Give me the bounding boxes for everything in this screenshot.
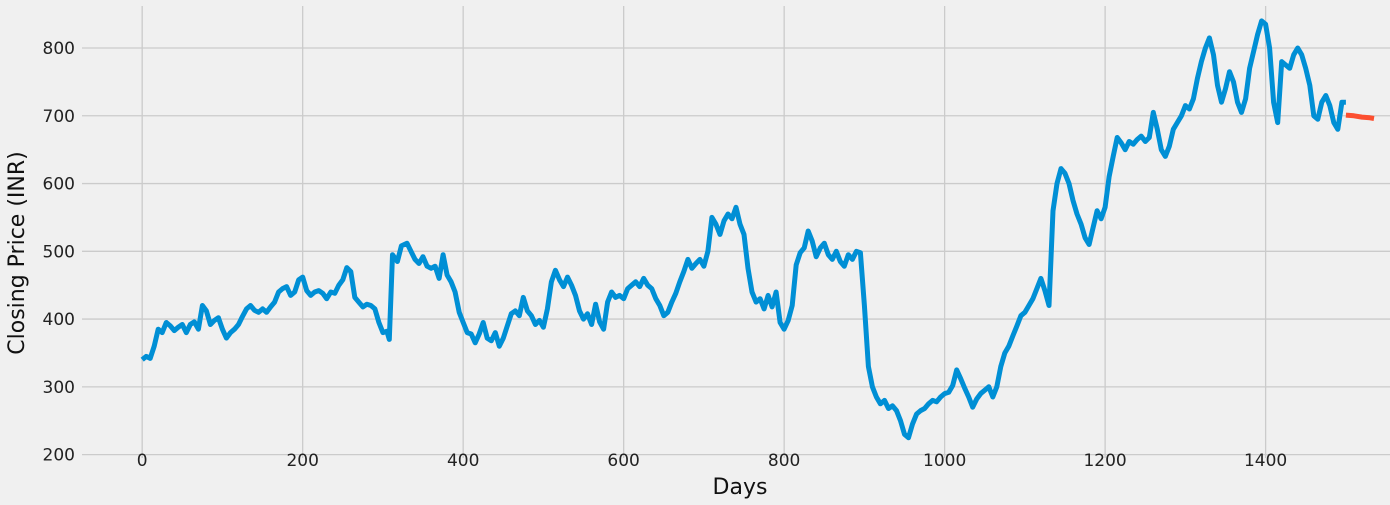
x-tick-label: 1000 bbox=[923, 451, 966, 471]
x-tick-label: 1200 bbox=[1083, 451, 1126, 471]
x-tick-labels: 0 200 400 600 800 1000 1200 1400 bbox=[137, 451, 1287, 471]
x-axis-title: Days bbox=[713, 475, 768, 500]
y-tick-label: 500 bbox=[43, 242, 75, 262]
x-tick-label: 200 bbox=[286, 451, 318, 471]
series-line-predicted bbox=[1345, 112, 1375, 121]
y-tick-label: 600 bbox=[43, 175, 75, 195]
grid-lines bbox=[82, 6, 1390, 458]
y-tick-label: 300 bbox=[43, 378, 75, 398]
y-tick-labels: 200 300 400 500 600 700 800 bbox=[43, 39, 75, 466]
series-layer bbox=[140, 18, 1375, 441]
x-tick-label: 800 bbox=[768, 451, 800, 471]
x-tick-label: 1400 bbox=[1244, 451, 1287, 471]
x-tick-label: 0 bbox=[137, 451, 148, 471]
x-tick-label: 400 bbox=[447, 451, 479, 471]
y-tick-label: 700 bbox=[43, 107, 75, 127]
y-tick-label: 200 bbox=[43, 446, 75, 466]
y-tick-label: 800 bbox=[43, 39, 75, 59]
y-axis-title: Closing Price (INR) bbox=[5, 151, 30, 354]
x-tick-label: 600 bbox=[607, 451, 639, 471]
series-line-actual bbox=[140, 18, 1346, 441]
y-tick-label: 400 bbox=[43, 310, 75, 330]
